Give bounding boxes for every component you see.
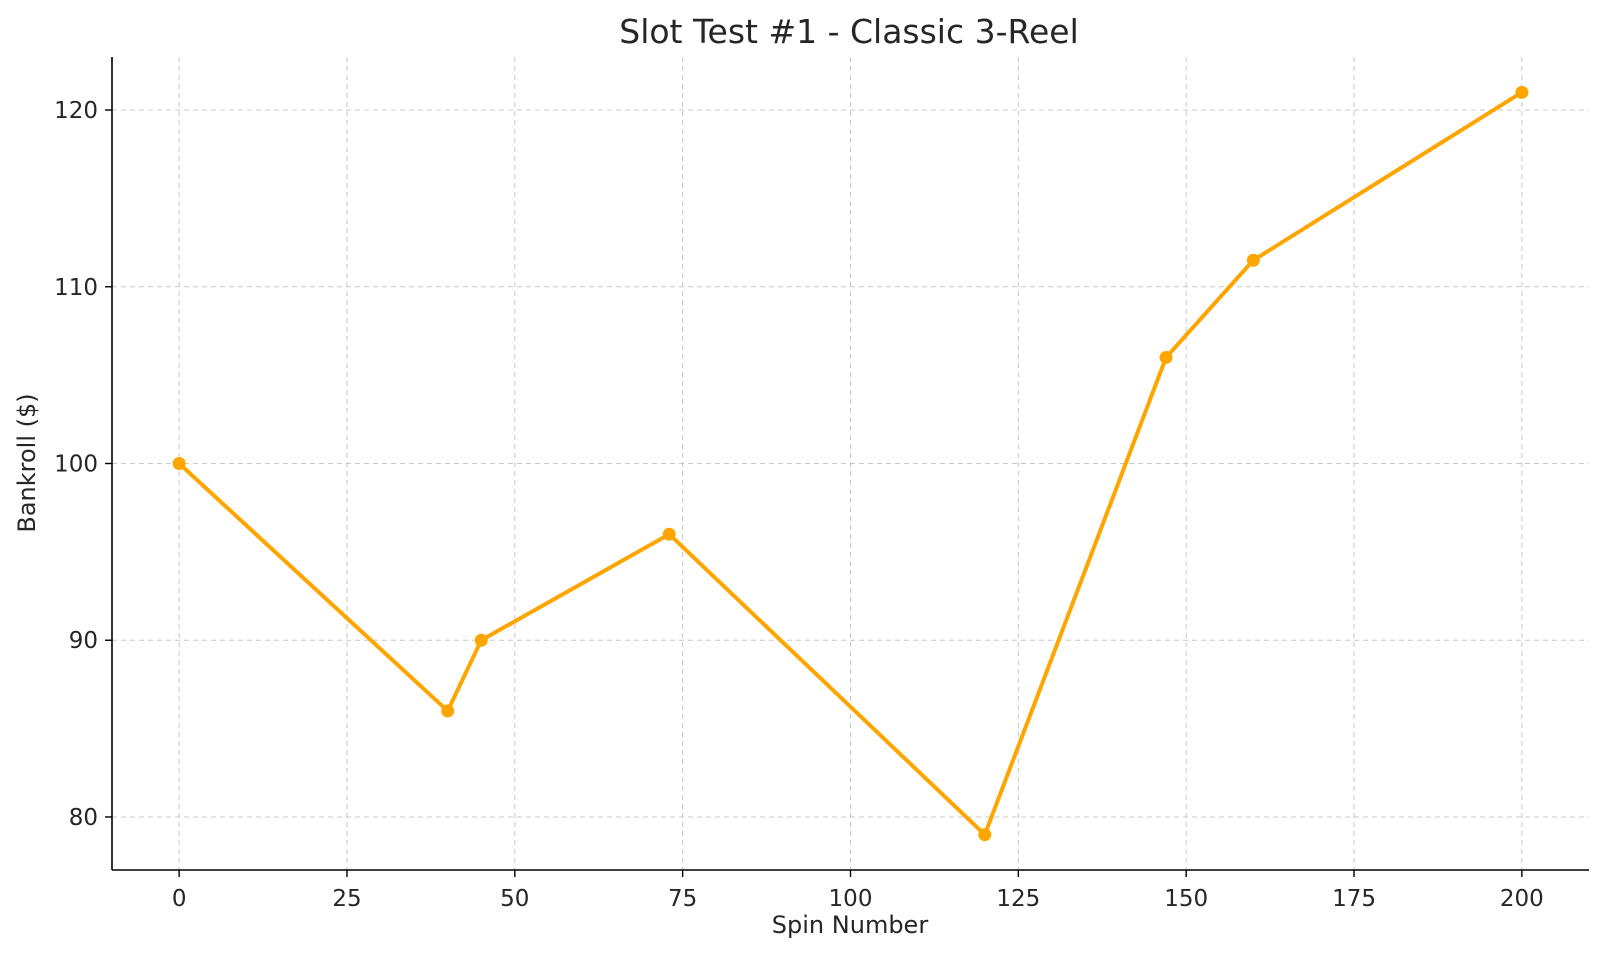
x-tick-label: 125 bbox=[996, 886, 1040, 912]
data-point bbox=[978, 828, 992, 842]
data-point bbox=[172, 457, 186, 470]
data-point bbox=[1159, 350, 1173, 364]
series-line bbox=[177, 90, 1524, 837]
x-tick-label: 75 bbox=[668, 886, 697, 912]
grid bbox=[112, 57, 1589, 870]
x-tick-label: 150 bbox=[1164, 886, 1208, 912]
series-layer bbox=[172, 85, 1529, 842]
y-tick-label: 110 bbox=[54, 275, 98, 301]
data-point bbox=[1246, 253, 1260, 267]
x-ticks: 0 25 50 75 100 125 150 175 200 bbox=[172, 870, 1544, 912]
x-tick-label: 200 bbox=[1500, 886, 1544, 912]
x-tick-label: 100 bbox=[829, 886, 873, 912]
data-point bbox=[1515, 85, 1529, 99]
y-tick-label: 120 bbox=[54, 98, 98, 124]
y-tick-label: 90 bbox=[69, 628, 98, 654]
y-tick-label: 80 bbox=[69, 805, 98, 831]
chart-title: Slot Test #1 - Classic 3-Reel bbox=[619, 12, 1079, 51]
x-tick-label: 175 bbox=[1332, 886, 1376, 912]
x-tick-label: 50 bbox=[500, 886, 529, 912]
data-point bbox=[474, 633, 488, 647]
x-tick-label: 25 bbox=[332, 886, 361, 912]
y-axis-label: Bankroll ($) bbox=[13, 393, 41, 532]
x-axis-label: Spin Number bbox=[772, 911, 929, 939]
y-ticks: 80 90 100 110 120 bbox=[54, 98, 112, 831]
data-point bbox=[662, 527, 676, 541]
data-point bbox=[441, 704, 455, 718]
y-tick-label: 100 bbox=[54, 452, 98, 478]
x-tick-label: 0 bbox=[172, 886, 187, 912]
